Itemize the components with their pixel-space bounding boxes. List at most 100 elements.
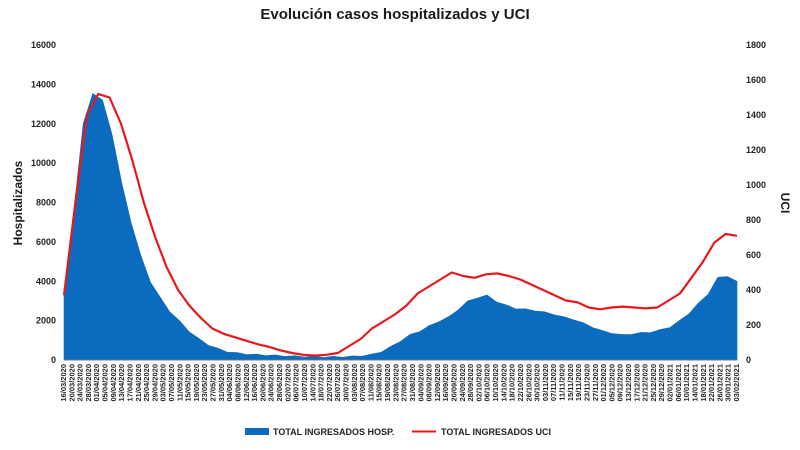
x-tick-label: 04/09/2020 [416, 364, 425, 402]
x-tick-label: 02/07/2020 [283, 364, 292, 402]
y-axis-label: Hospitalizados [11, 160, 25, 245]
y2-tick-label: 600 [746, 250, 761, 260]
x-tick-label: 23/05/2020 [200, 364, 209, 402]
x-tick-label: 19/08/2020 [383, 364, 392, 402]
legend-hosp-swatch [245, 428, 269, 435]
x-tick-label: 27/11/2020 [591, 364, 600, 401]
y2-axis-label: UCI [778, 193, 792, 214]
uci-line-series [62, 92, 738, 357]
legend-hosp-label: TOTAL INGRESADOS HOSP. [273, 427, 394, 437]
x-tick-label: 22/01/2021 [707, 364, 716, 402]
x-tick-label: 14/10/2020 [499, 364, 508, 402]
x-tick-label: 02/01/2021 [666, 364, 675, 402]
x-tick-label: 30/01/2021 [724, 364, 733, 402]
x-tick-label: 07/08/2020 [358, 364, 367, 402]
x-tick-label: 31/05/2020 [217, 364, 226, 402]
x-tick-label: 07/05/2020 [167, 364, 176, 402]
x-tick-label: 05/12/2020 [607, 364, 616, 402]
x-tick-label: 18/10/2020 [508, 364, 517, 402]
x-tick-label: 16/09/2020 [441, 364, 450, 402]
y-tick-label: 4000 [36, 276, 56, 286]
x-tick-label: 03/05/2020 [159, 364, 168, 402]
y2-tick-label: 400 [746, 285, 761, 295]
x-tick-label: 15/11/2020 [566, 364, 575, 401]
x-tick-label: 03/11/2020 [541, 364, 550, 401]
x-tick-label: 20/09/2020 [450, 364, 459, 402]
y-tick-label: 6000 [36, 237, 56, 247]
x-tick-label: 30/10/2020 [533, 364, 542, 402]
x-tick-label: 07/11/2020 [549, 364, 558, 401]
y-tick-label: 8000 [36, 198, 56, 208]
x-tick-label: 24/03/2020 [76, 364, 85, 402]
y2-tick-label: 1600 [746, 75, 766, 85]
x-tick-label: 29/04/2020 [150, 364, 159, 402]
x-tick-label: 19/05/2020 [192, 364, 201, 402]
x-tick-label: 06/01/2021 [674, 364, 683, 402]
y-tick-label: 0 [51, 355, 56, 365]
x-tick-label: 28/09/2020 [466, 364, 475, 402]
x-tick-label: 13/12/2020 [624, 364, 633, 402]
x-tick-label: 29/12/2020 [657, 364, 666, 402]
x-tick-label: 10/01/2021 [682, 364, 691, 402]
x-tick-label: 09/12/2020 [616, 364, 625, 402]
chart-title: Evolución casos hospitalizados y UCI [260, 6, 529, 23]
x-tick-label: 16/06/2020 [250, 364, 259, 402]
x-tick-label: 17/12/2020 [632, 364, 641, 402]
y2-tick-label: 1800 [746, 40, 766, 50]
x-tick-label: 31/08/2020 [408, 364, 417, 402]
x-tick-label: 11/08/2020 [366, 364, 375, 401]
x-tick-label: 23/11/2020 [582, 364, 591, 401]
y2-tick-label: 0 [746, 355, 751, 365]
x-tick-label: 08/09/2020 [425, 364, 434, 402]
y2-tick-label: 1400 [746, 110, 766, 120]
x-tick-label: 15/05/2020 [184, 364, 193, 402]
x-tick-label: 24/06/2020 [267, 364, 276, 402]
x-tick-label: 12/06/2020 [242, 364, 251, 402]
x-tick-label: 28/06/2020 [275, 364, 284, 402]
x-tick-label: 14/01/2021 [691, 364, 700, 402]
x-tick-label: 01/12/2020 [599, 364, 608, 402]
x-tick-label: 06/10/2020 [483, 364, 492, 402]
x-tick-label: 27/05/2020 [209, 364, 218, 402]
x-tick-label: 11/05/2020 [175, 364, 184, 401]
x-tick-label: 17/04/2020 [126, 364, 135, 402]
y-tick-label: 16000 [31, 40, 56, 50]
x-tick-label: 10/10/2020 [491, 364, 500, 402]
x-tick-label: 30/07/2020 [342, 364, 351, 402]
x-tick-label: 10/07/2020 [300, 364, 309, 402]
y2-axis-ticks: 0 200 400 600 800 1000 1200 1400 1600 1800 [746, 40, 766, 365]
x-tick-label: 13/04/2020 [117, 364, 126, 402]
y-tick-label: 12000 [31, 119, 56, 129]
hosp-area-series [63, 93, 738, 361]
legend: TOTAL INGRESADOS HOSP. TOTAL INGRESADOS … [245, 427, 551, 437]
x-tick-label: 16/03/2020 [59, 364, 68, 402]
x-tick-label: 18/07/2020 [317, 364, 326, 402]
plot-area [62, 92, 738, 361]
x-axis-ticks: 16/03/2020 20/03/2020 24/03/2020 28/03/2020… [59, 364, 741, 402]
x-tick-label: 20/06/2020 [258, 364, 267, 402]
y-tick-label: 2000 [36, 316, 56, 326]
y-axis-ticks: 0 2000 4000 6000 8000 10000 12000 14000 16000 [31, 40, 56, 365]
x-tick-label: 06/07/2020 [292, 364, 301, 402]
x-tick-label: 02/10/2020 [474, 364, 483, 402]
x-tick-label: 03/08/2020 [350, 364, 359, 402]
x-tick-label: 14/07/2020 [308, 364, 317, 402]
x-tick-label: 09/04/2020 [109, 364, 118, 402]
x-tick-label: 27/08/2020 [400, 364, 409, 402]
x-tick-label: 28/03/2020 [84, 364, 93, 402]
x-tick-label: 11/11/2020 [558, 364, 567, 401]
x-tick-label: 15/08/2020 [375, 364, 384, 402]
x-tick-label: 21/12/2020 [641, 364, 650, 402]
x-tick-label: 22/07/2020 [325, 364, 334, 402]
y-tick-label: 10000 [31, 158, 56, 168]
x-tick-label: 03/02/2021 [732, 364, 741, 402]
x-tick-label: 04/06/2020 [225, 364, 234, 402]
y-tick-label: 14000 [31, 79, 56, 89]
x-tick-label: 26/10/2020 [524, 364, 533, 402]
x-tick-label: 24/09/2020 [458, 364, 467, 402]
y2-tick-label: 1000 [746, 180, 766, 190]
x-tick-label: 23/08/2020 [391, 364, 400, 402]
x-tick-label: 18/01/2021 [699, 364, 708, 402]
x-tick-label: 25/04/2020 [142, 364, 151, 402]
